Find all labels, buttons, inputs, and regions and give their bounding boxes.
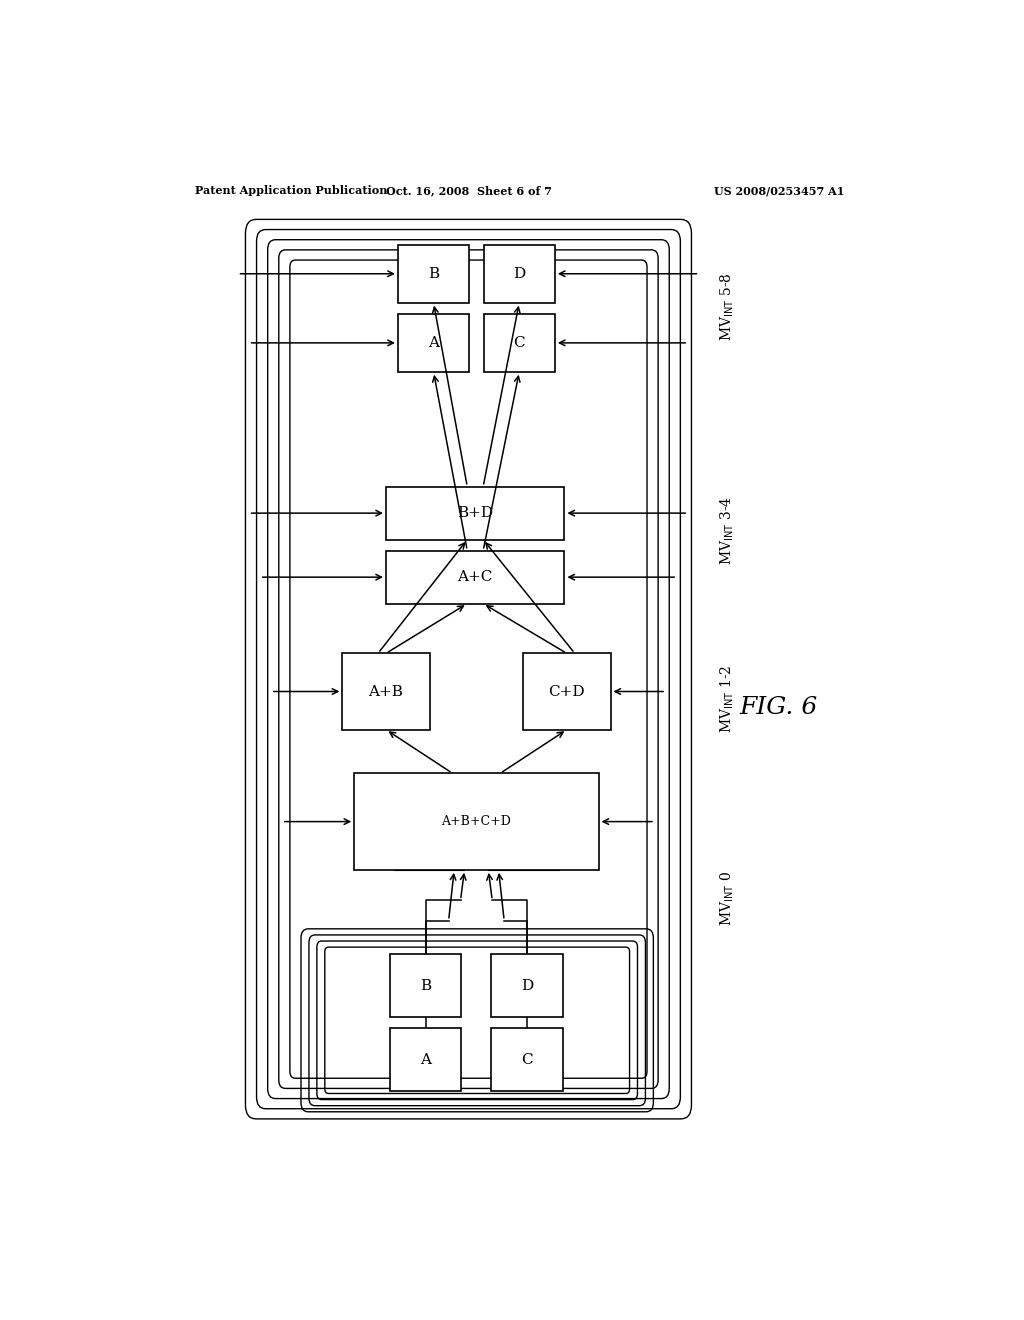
- Bar: [390, 954, 462, 1018]
- Bar: [492, 1028, 563, 1092]
- Text: Patent Application Publication: Patent Application Publication: [196, 185, 388, 197]
- Text: B: B: [428, 267, 439, 281]
- Bar: [354, 774, 599, 870]
- Text: Oct. 16, 2008  Sheet 6 of 7: Oct. 16, 2008 Sheet 6 of 7: [386, 185, 552, 197]
- Text: D: D: [513, 267, 525, 281]
- Text: C: C: [513, 335, 525, 350]
- Bar: [397, 314, 469, 372]
- Text: B: B: [420, 978, 431, 993]
- Bar: [342, 653, 430, 730]
- Text: US 2008/0253457 A1: US 2008/0253457 A1: [714, 185, 844, 197]
- Text: A: A: [420, 1053, 431, 1067]
- Bar: [483, 314, 555, 372]
- Text: A+B+C+D: A+B+C+D: [441, 816, 511, 828]
- Bar: [386, 487, 564, 540]
- Text: MV$_{\rm INT}$ 5-8: MV$_{\rm INT}$ 5-8: [719, 273, 736, 342]
- Bar: [523, 653, 610, 730]
- Bar: [483, 244, 555, 302]
- Bar: [492, 954, 563, 1018]
- Bar: [397, 244, 469, 302]
- Text: A+B: A+B: [369, 685, 403, 698]
- Text: MV$_{\rm INT}$ 0: MV$_{\rm INT}$ 0: [719, 871, 736, 925]
- Bar: [390, 1028, 462, 1092]
- Text: MV$_{\rm INT}$ 1-2: MV$_{\rm INT}$ 1-2: [719, 664, 736, 733]
- Text: A: A: [428, 335, 439, 350]
- Bar: [386, 550, 564, 603]
- Text: B+D: B+D: [457, 506, 494, 520]
- Text: MV$_{\rm INT}$ 3-4: MV$_{\rm INT}$ 3-4: [719, 496, 736, 565]
- Text: FIG. 6: FIG. 6: [739, 696, 818, 719]
- Text: C: C: [521, 1053, 534, 1067]
- Text: C+D: C+D: [549, 685, 585, 698]
- Text: A+C: A+C: [458, 570, 493, 585]
- Text: D: D: [521, 978, 534, 993]
